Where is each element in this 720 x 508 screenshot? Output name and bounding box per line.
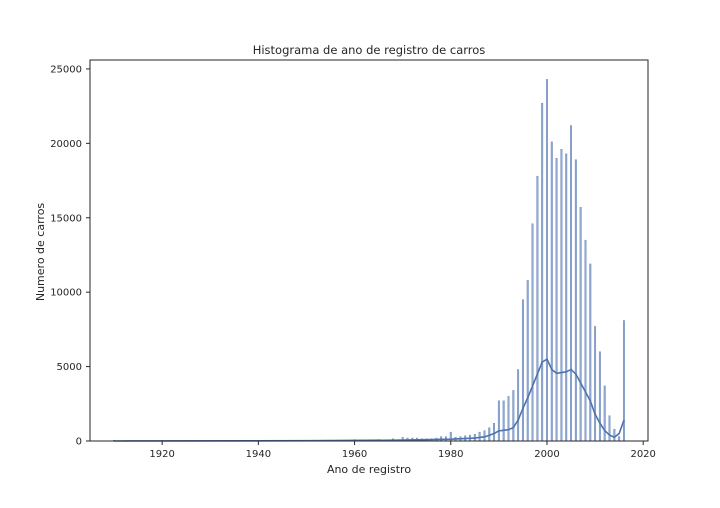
histogram-bar <box>512 390 515 442</box>
histogram-bar <box>555 158 558 442</box>
histogram-bar <box>565 153 568 442</box>
plot-frame <box>89 59 649 442</box>
histogram-bar <box>584 239 587 442</box>
x-tick-label: 1920 <box>149 449 174 460</box>
histogram-bar <box>478 431 481 442</box>
y-tick-label: 25000 <box>50 64 82 75</box>
histogram-bar <box>531 223 534 442</box>
x-axis-ticks: 1920 1940 1960 1980 2000 2020 <box>149 441 656 460</box>
chart-title: Histograma de ano de registro de carros <box>253 43 486 57</box>
histogram-bar <box>603 385 606 442</box>
histogram-bar <box>570 125 572 442</box>
histogram-bar <box>613 428 616 442</box>
kde-curve-layer <box>114 358 625 442</box>
x-axis-label: Ano de registro <box>327 463 411 476</box>
y-tick-label: 10000 <box>50 288 82 299</box>
x-tick-label: 1980 <box>438 449 463 460</box>
y-tick-label: 20000 <box>50 139 82 150</box>
histogram-bar <box>526 280 529 442</box>
histogram-bar <box>502 400 505 442</box>
y-tick-label: 15000 <box>50 213 82 224</box>
x-tick-label: 1940 <box>246 449 271 460</box>
y-axis-ticks: 0 5000 10000 15000 20000 25000 <box>50 64 90 448</box>
y-axis-label: Numero de carros <box>34 203 47 302</box>
histogram-bar <box>608 415 611 442</box>
histogram-bars <box>113 79 625 442</box>
histogram-bar <box>493 422 496 442</box>
y-tick-label: 0 <box>76 437 82 448</box>
histogram-bar <box>579 207 582 442</box>
histogram-bar <box>507 396 510 442</box>
histogram-bar <box>618 436 621 442</box>
histogram-bar <box>594 326 597 442</box>
histogram-bar <box>574 159 577 442</box>
histogram-bar <box>521 299 524 442</box>
histogram-bar <box>536 175 539 442</box>
histogram-bar <box>497 400 500 442</box>
histogram-bar <box>598 351 601 442</box>
histogram-bar <box>550 141 553 442</box>
histogram-bar <box>589 263 592 442</box>
histogram-bar <box>546 79 548 442</box>
x-tick-label: 1960 <box>342 449 367 460</box>
histogram-bar <box>483 430 486 442</box>
histogram-bar <box>517 369 520 442</box>
histogram-bar <box>541 103 544 442</box>
x-tick-label: 2000 <box>534 449 559 460</box>
y-tick-label: 5000 <box>57 362 82 373</box>
x-tick-label: 2020 <box>630 449 655 460</box>
histogram-bar <box>560 149 563 442</box>
kde-curve <box>114 358 625 442</box>
